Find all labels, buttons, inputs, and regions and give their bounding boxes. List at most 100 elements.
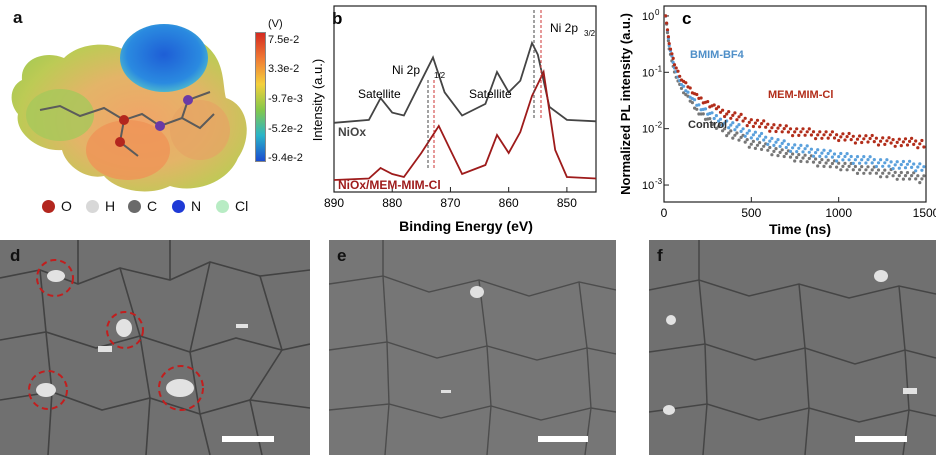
pl-data-point [895, 160, 899, 164]
pl-decay-chart: c Normalized PL intensity (a.u.) Time (n… [620, 5, 936, 237]
x-tick-label: 890 [324, 196, 344, 210]
pl-data-point [866, 158, 870, 162]
colorbar [255, 32, 266, 162]
pl-data-point [668, 47, 673, 51]
annotation-subscript: 3/2 [584, 29, 596, 38]
y-tick-label: 10 [642, 180, 654, 192]
pl-data-point [889, 160, 893, 164]
pl-data-point [914, 177, 918, 181]
plot-frame [333, 5, 597, 193]
pl-data-point [770, 136, 774, 140]
pl-data-point [908, 159, 912, 163]
pl-data-point [837, 161, 841, 165]
pl-data-point [818, 160, 822, 165]
pl-data-point [874, 164, 878, 169]
pl-data-point [745, 124, 749, 128]
pl-data-point [858, 168, 862, 172]
pl-data-point [868, 171, 872, 175]
pl-data-point [895, 140, 899, 144]
pl-data-point [797, 133, 801, 137]
pl-data-point [755, 143, 760, 147]
pl-data-point [876, 143, 881, 147]
pl-data-point [891, 167, 895, 171]
pl-data-point [839, 151, 843, 156]
pl-data-point [843, 154, 847, 159]
pl-data-point [918, 162, 922, 166]
xps-series-line [333, 40, 597, 124]
pl-data-point [811, 130, 816, 134]
pl-data-point [782, 127, 786, 131]
series-label-control: Control [688, 119, 727, 131]
pl-data-point [895, 177, 899, 181]
pl-data-point [851, 134, 855, 138]
pl-data-point [862, 171, 866, 175]
pl-data-point [862, 155, 866, 159]
pl-data-point [816, 148, 820, 152]
pl-data-point [670, 52, 674, 56]
pl-data-point [901, 159, 905, 164]
pl-data-point [762, 119, 766, 123]
pl-data-point [684, 81, 688, 85]
pl-data-point [799, 159, 803, 163]
pl-data-point [733, 133, 737, 137]
pl-data-point [908, 139, 912, 143]
pl-data-point [837, 155, 841, 159]
pl-data-point [737, 115, 741, 119]
annotation-satellite: Satellite [358, 87, 401, 101]
pl-data-point [682, 84, 686, 88]
pl-data-point [899, 163, 903, 167]
pl-data-point [721, 129, 725, 133]
pl-data-point [695, 107, 699, 111]
pl-data-point [795, 155, 799, 160]
pl-data-point [793, 159, 797, 163]
pl-data-point [851, 168, 855, 172]
pl-data-point [731, 121, 735, 125]
pl-data-point [860, 158, 864, 162]
pl-data-point [795, 127, 799, 131]
pl-data-point [803, 153, 807, 157]
pl-data-point [879, 158, 883, 162]
pl-data-point [695, 92, 699, 97]
pl-data-point [784, 145, 788, 150]
pl-data-point [876, 161, 881, 165]
pl-data-point [684, 93, 688, 97]
sem-grain-texture [649, 240, 936, 455]
series-label-mem: MEM-MIM-Cl [768, 89, 833, 101]
pl-data-point [739, 129, 743, 133]
pl-data-point [699, 96, 703, 100]
pl-data-point [731, 136, 735, 140]
hydrogen-dot-icon [86, 199, 99, 213]
scale-bar [538, 436, 588, 442]
pl-data-point [860, 140, 864, 145]
pl-data-point [866, 165, 870, 169]
pl-data-point [916, 174, 920, 178]
annotation-ni2p: Ni 2p [550, 21, 578, 35]
series-label-niox: NiOx [338, 125, 366, 139]
pl-data-point [786, 142, 790, 146]
pl-data-point [918, 181, 922, 185]
pl-data-point [893, 163, 897, 167]
pl-data-point [801, 127, 805, 131]
pl-data-point [747, 120, 751, 124]
pl-data-point [830, 130, 834, 134]
pl-data-point [755, 118, 760, 122]
pl-data-point [855, 137, 860, 141]
pl-data-point [922, 174, 926, 178]
pl-data-point [666, 35, 670, 39]
pl-data-point [807, 127, 811, 131]
pl-data-point [729, 123, 733, 127]
pl-data-point [864, 168, 868, 172]
pl-data-point [723, 121, 727, 125]
pl-data-point [903, 174, 908, 178]
pl-data-point [816, 164, 820, 168]
x-tick-label: 860 [499, 196, 519, 210]
pl-data-point [758, 134, 762, 138]
pl-data-point [914, 139, 918, 143]
pl-data-point [901, 177, 905, 181]
sem-grain-texture [0, 240, 310, 455]
chlorine-dot-icon [216, 199, 229, 213]
pl-data-point [818, 154, 822, 158]
pl-data-point [908, 177, 912, 181]
legend-label: H [105, 198, 116, 214]
colorbar-tick: -9.7e-3 [268, 93, 303, 105]
